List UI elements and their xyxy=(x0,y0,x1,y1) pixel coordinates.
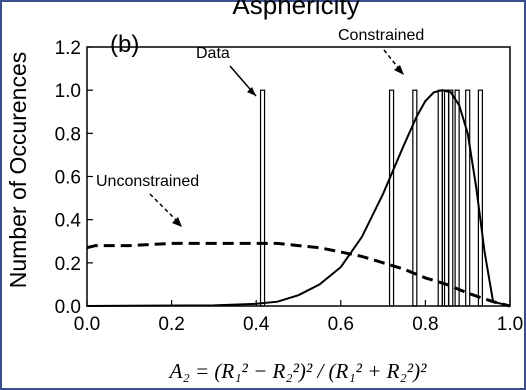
panel-label: (b) xyxy=(110,31,139,58)
x-tick-label-3: 0.6 xyxy=(328,314,354,335)
y-tick-label-6: 1.2 xyxy=(55,38,81,59)
annotation-data-label: Data xyxy=(196,45,230,62)
x-tick-label-5: 1.0 xyxy=(497,314,523,335)
x-tick-label-4: 0.8 xyxy=(412,314,438,335)
data-line-7 xyxy=(454,89,460,307)
data-line-8 xyxy=(465,89,471,307)
y-tick-label-1: 0.2 xyxy=(55,254,81,275)
annotation-constrained: Constrained xyxy=(338,27,424,75)
annotation-constrained-arrow xyxy=(383,49,401,71)
annotation-constrained-label: Constrained xyxy=(338,27,424,44)
x-axis-label: A₂ = (R₁² − R₂²)² / (R₁² + R₂²)² xyxy=(168,359,427,383)
y-tick-label-4: 0.8 xyxy=(55,124,81,145)
data-line-1 xyxy=(388,89,395,307)
y-axis-label: Number of Occurences xyxy=(5,52,31,288)
annotation-unconstrained-label: Unconstrained xyxy=(96,173,199,190)
x-axis-ticks: 0.0 0.2 0.4 0.6 0.8 1.0 xyxy=(74,300,523,335)
x-tick-label-0: 0.0 xyxy=(74,314,100,335)
data-lines xyxy=(259,89,483,307)
annotation-unconstrained-arrow xyxy=(149,193,179,223)
data-line-3 xyxy=(437,89,443,307)
y-tick-label-5: 1.0 xyxy=(55,81,81,102)
plot-area: 0.0 0.2 0.4 0.6 0.8 1.0 0.0 0.2 0.4 0.6 0.8 1.0 1.2 xyxy=(55,38,524,335)
y-tick-label-3: 0.6 xyxy=(55,168,81,189)
x-tick-label-2: 0.4 xyxy=(243,314,270,335)
series-unconstrained-line xyxy=(86,241,511,308)
chart-title: Asphericity xyxy=(232,0,359,20)
y-tick-label-0: 0.0 xyxy=(55,297,81,318)
y-axis-ticks: 0.0 0.2 0.4 0.6 0.8 1.0 1.2 xyxy=(55,38,93,318)
data-line-9 xyxy=(477,89,483,307)
annotation-unconstrained: Unconstrained xyxy=(96,173,199,227)
annotation-unconstrained-arrowhead xyxy=(172,217,182,227)
data-line-0 xyxy=(259,89,266,307)
data-line-6 xyxy=(448,89,454,307)
annotation-data: Data xyxy=(196,45,257,97)
data-line-5 xyxy=(443,89,450,307)
x-tick-label-1: 0.2 xyxy=(158,314,184,335)
y-tick-label-2: 0.4 xyxy=(55,211,82,232)
annotation-constrained-arrowhead xyxy=(394,65,404,75)
annotation-data-arrowhead xyxy=(247,87,256,96)
series-constrained-line xyxy=(86,89,511,307)
